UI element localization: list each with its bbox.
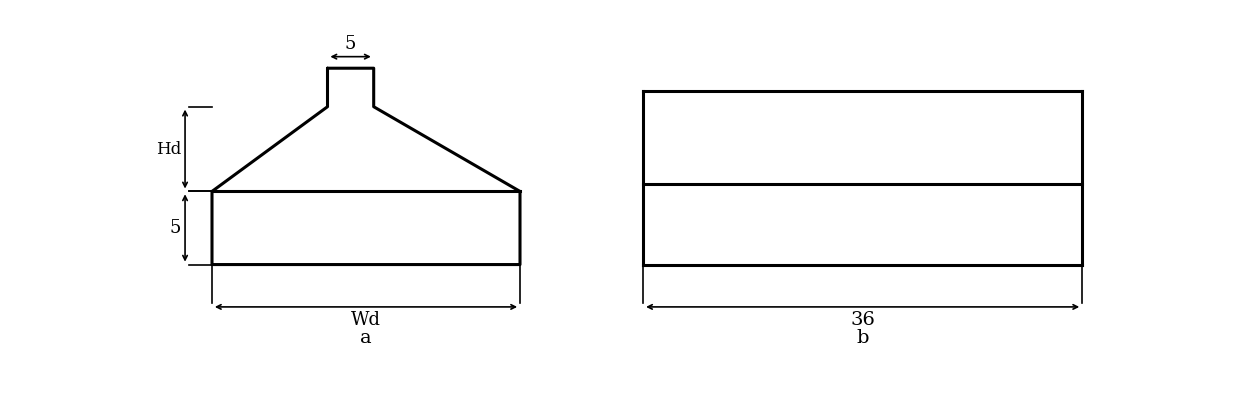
Text: 5: 5: [345, 35, 356, 53]
Text: a: a: [360, 329, 372, 347]
Text: 36: 36: [851, 311, 875, 329]
Text: b: b: [857, 329, 869, 347]
Text: Hd: Hd: [156, 141, 181, 157]
Text: 5: 5: [170, 219, 181, 237]
Text: Wd: Wd: [351, 311, 381, 329]
